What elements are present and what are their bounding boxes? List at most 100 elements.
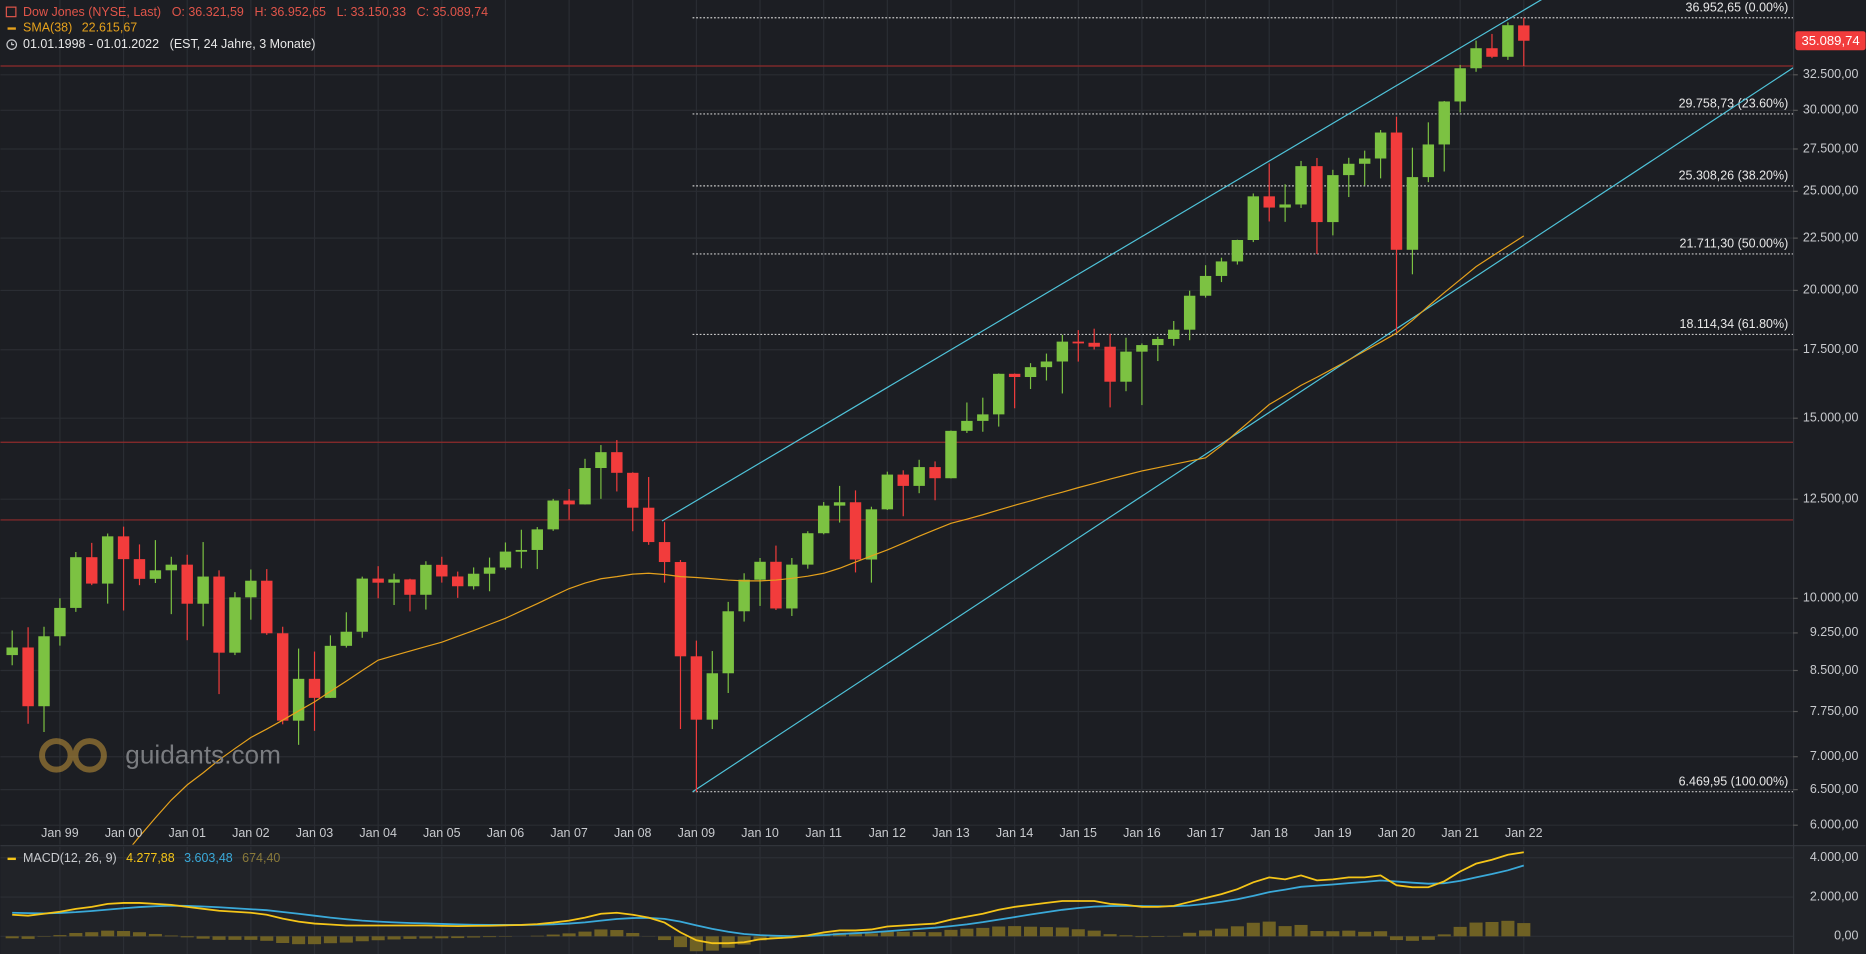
macd-tick-label: 0,00	[1834, 929, 1858, 943]
candle-body	[515, 549, 528, 552]
candle-body	[1279, 204, 1291, 208]
candle-body	[165, 564, 178, 571]
macd-histogram-bar	[403, 936, 417, 939]
fibonacci-label: 29.758,73 (23.60%)	[1679, 97, 1789, 111]
candle-body	[817, 505, 830, 534]
candle-body	[245, 580, 257, 598]
candle-body	[881, 474, 894, 510]
macd-histogram-bar	[228, 936, 242, 940]
last-price-label: 35.089,74	[1801, 33, 1859, 48]
x-tick-label: Jan 11	[805, 826, 842, 840]
candle-body	[658, 542, 671, 563]
candle-body	[54, 607, 66, 637]
macd-histogram-bar	[1326, 931, 1340, 937]
macd-tick-label: 4.000,00	[1810, 850, 1859, 864]
macd-histogram-bar	[212, 936, 226, 940]
candle-body	[149, 570, 162, 579]
candle-body	[611, 452, 623, 473]
candle-body	[897, 474, 909, 486]
candle-body	[22, 647, 34, 707]
macd-histogram-bar	[1310, 931, 1324, 937]
macd-histogram-bar	[260, 936, 274, 941]
macd-line	[12, 851, 1524, 945]
macd-histogram-bar	[435, 936, 449, 939]
macd-histogram-bar	[658, 936, 672, 941]
candle-body	[802, 533, 814, 565]
macd-histogram-bar	[864, 933, 878, 937]
macd-histogram-bar	[1135, 936, 1149, 938]
macd-histogram-bar	[467, 936, 481, 938]
candle-body	[1358, 158, 1371, 164]
x-tick-label: Jan 02	[232, 826, 270, 840]
sma-legend: SMA(38) 22.615,67	[23, 21, 137, 35]
macd-histogram-bar	[1151, 936, 1165, 937]
candle-body	[197, 576, 209, 604]
candle-body	[993, 373, 1005, 415]
candle-body	[6, 647, 18, 656]
candle-body	[404, 579, 416, 595]
period-note: (EST, 24 Jahre, 3 Monate)	[170, 37, 316, 51]
macd-icon	[7, 857, 16, 861]
candle-body	[690, 656, 703, 720]
macd-histogram-bar	[1342, 930, 1356, 937]
macd-histogram-bar	[960, 928, 974, 937]
x-tick-label: Jan 16	[1123, 826, 1161, 840]
candle-body	[420, 564, 432, 595]
macd-histogram-bar	[1389, 936, 1404, 941]
macd-histogram-bar	[276, 936, 290, 943]
macd-histogram-bar	[1087, 930, 1101, 937]
candle-body	[101, 536, 114, 584]
candle-body	[738, 579, 750, 612]
x-tick-label: Jan 17	[1187, 826, 1225, 840]
macd-histogram-bar	[1246, 922, 1260, 937]
candle-body	[38, 636, 50, 707]
macd-histogram-bar	[1294, 924, 1308, 937]
channel-line	[661, 0, 1543, 522]
candle-body	[929, 467, 941, 479]
macd-tick-label: 2.000,00	[1810, 889, 1859, 903]
candle-body	[1152, 338, 1164, 346]
y-tick-label: 30.000,00	[1803, 103, 1859, 117]
macd-histogram-bar	[180, 936, 194, 938]
candle-body	[754, 561, 766, 580]
macd-histogram-bar	[992, 926, 1006, 937]
logo-ring	[39, 738, 74, 773]
candle-body	[436, 564, 448, 577]
candle-body	[292, 678, 305, 721]
macd-histogram-bar	[976, 927, 990, 937]
candle-body	[563, 500, 575, 505]
macd-histogram-bar	[164, 935, 178, 937]
watermark-logo	[39, 738, 107, 773]
macd-histogram-bar	[53, 935, 67, 937]
candle-body	[1422, 144, 1435, 178]
candle-body	[483, 567, 496, 574]
candle-body	[117, 536, 130, 560]
macd-histogram-bar	[117, 931, 131, 937]
candle-body	[674, 562, 687, 657]
candle-body	[1040, 361, 1053, 368]
axes: Jan 99 Jan 00 Jan 01 Jan 02 Jan 03 Jan 04 Jan …	[41, 31, 1866, 943]
histogram-value: 674,40	[242, 851, 280, 865]
macd-histogram-bar	[1405, 936, 1419, 941]
macd-histogram-bar	[626, 932, 640, 937]
macd-histogram-bar	[1199, 930, 1213, 937]
x-tick-label: Jan 22	[1505, 826, 1543, 840]
candle-body	[945, 430, 957, 479]
chart-icon	[5, 6, 17, 18]
macd-histogram-bar	[323, 936, 337, 944]
macd-histogram-bar	[673, 936, 688, 948]
chart-header: Dow Jones (NYSE, Last) O: 36.321,59 H: 3…	[23, 5, 488, 19]
macd-histogram-bar	[848, 933, 863, 937]
x-tick-label: Jan 00	[105, 826, 143, 840]
y-tick-label: 22.500,00	[1803, 230, 1859, 244]
macd-histogram-bar	[1262, 921, 1276, 937]
x-tick-label: Jan 05	[423, 826, 461, 840]
watermark: guidants.com	[125, 739, 281, 769]
macd-signal-line	[12, 864, 1525, 938]
candle-body	[70, 557, 82, 608]
logo-ring	[72, 738, 107, 773]
macd-histogram-bar	[1230, 926, 1244, 937]
macd-histogram-bar	[1103, 934, 1117, 937]
macd-histogram-bar	[896, 931, 910, 937]
